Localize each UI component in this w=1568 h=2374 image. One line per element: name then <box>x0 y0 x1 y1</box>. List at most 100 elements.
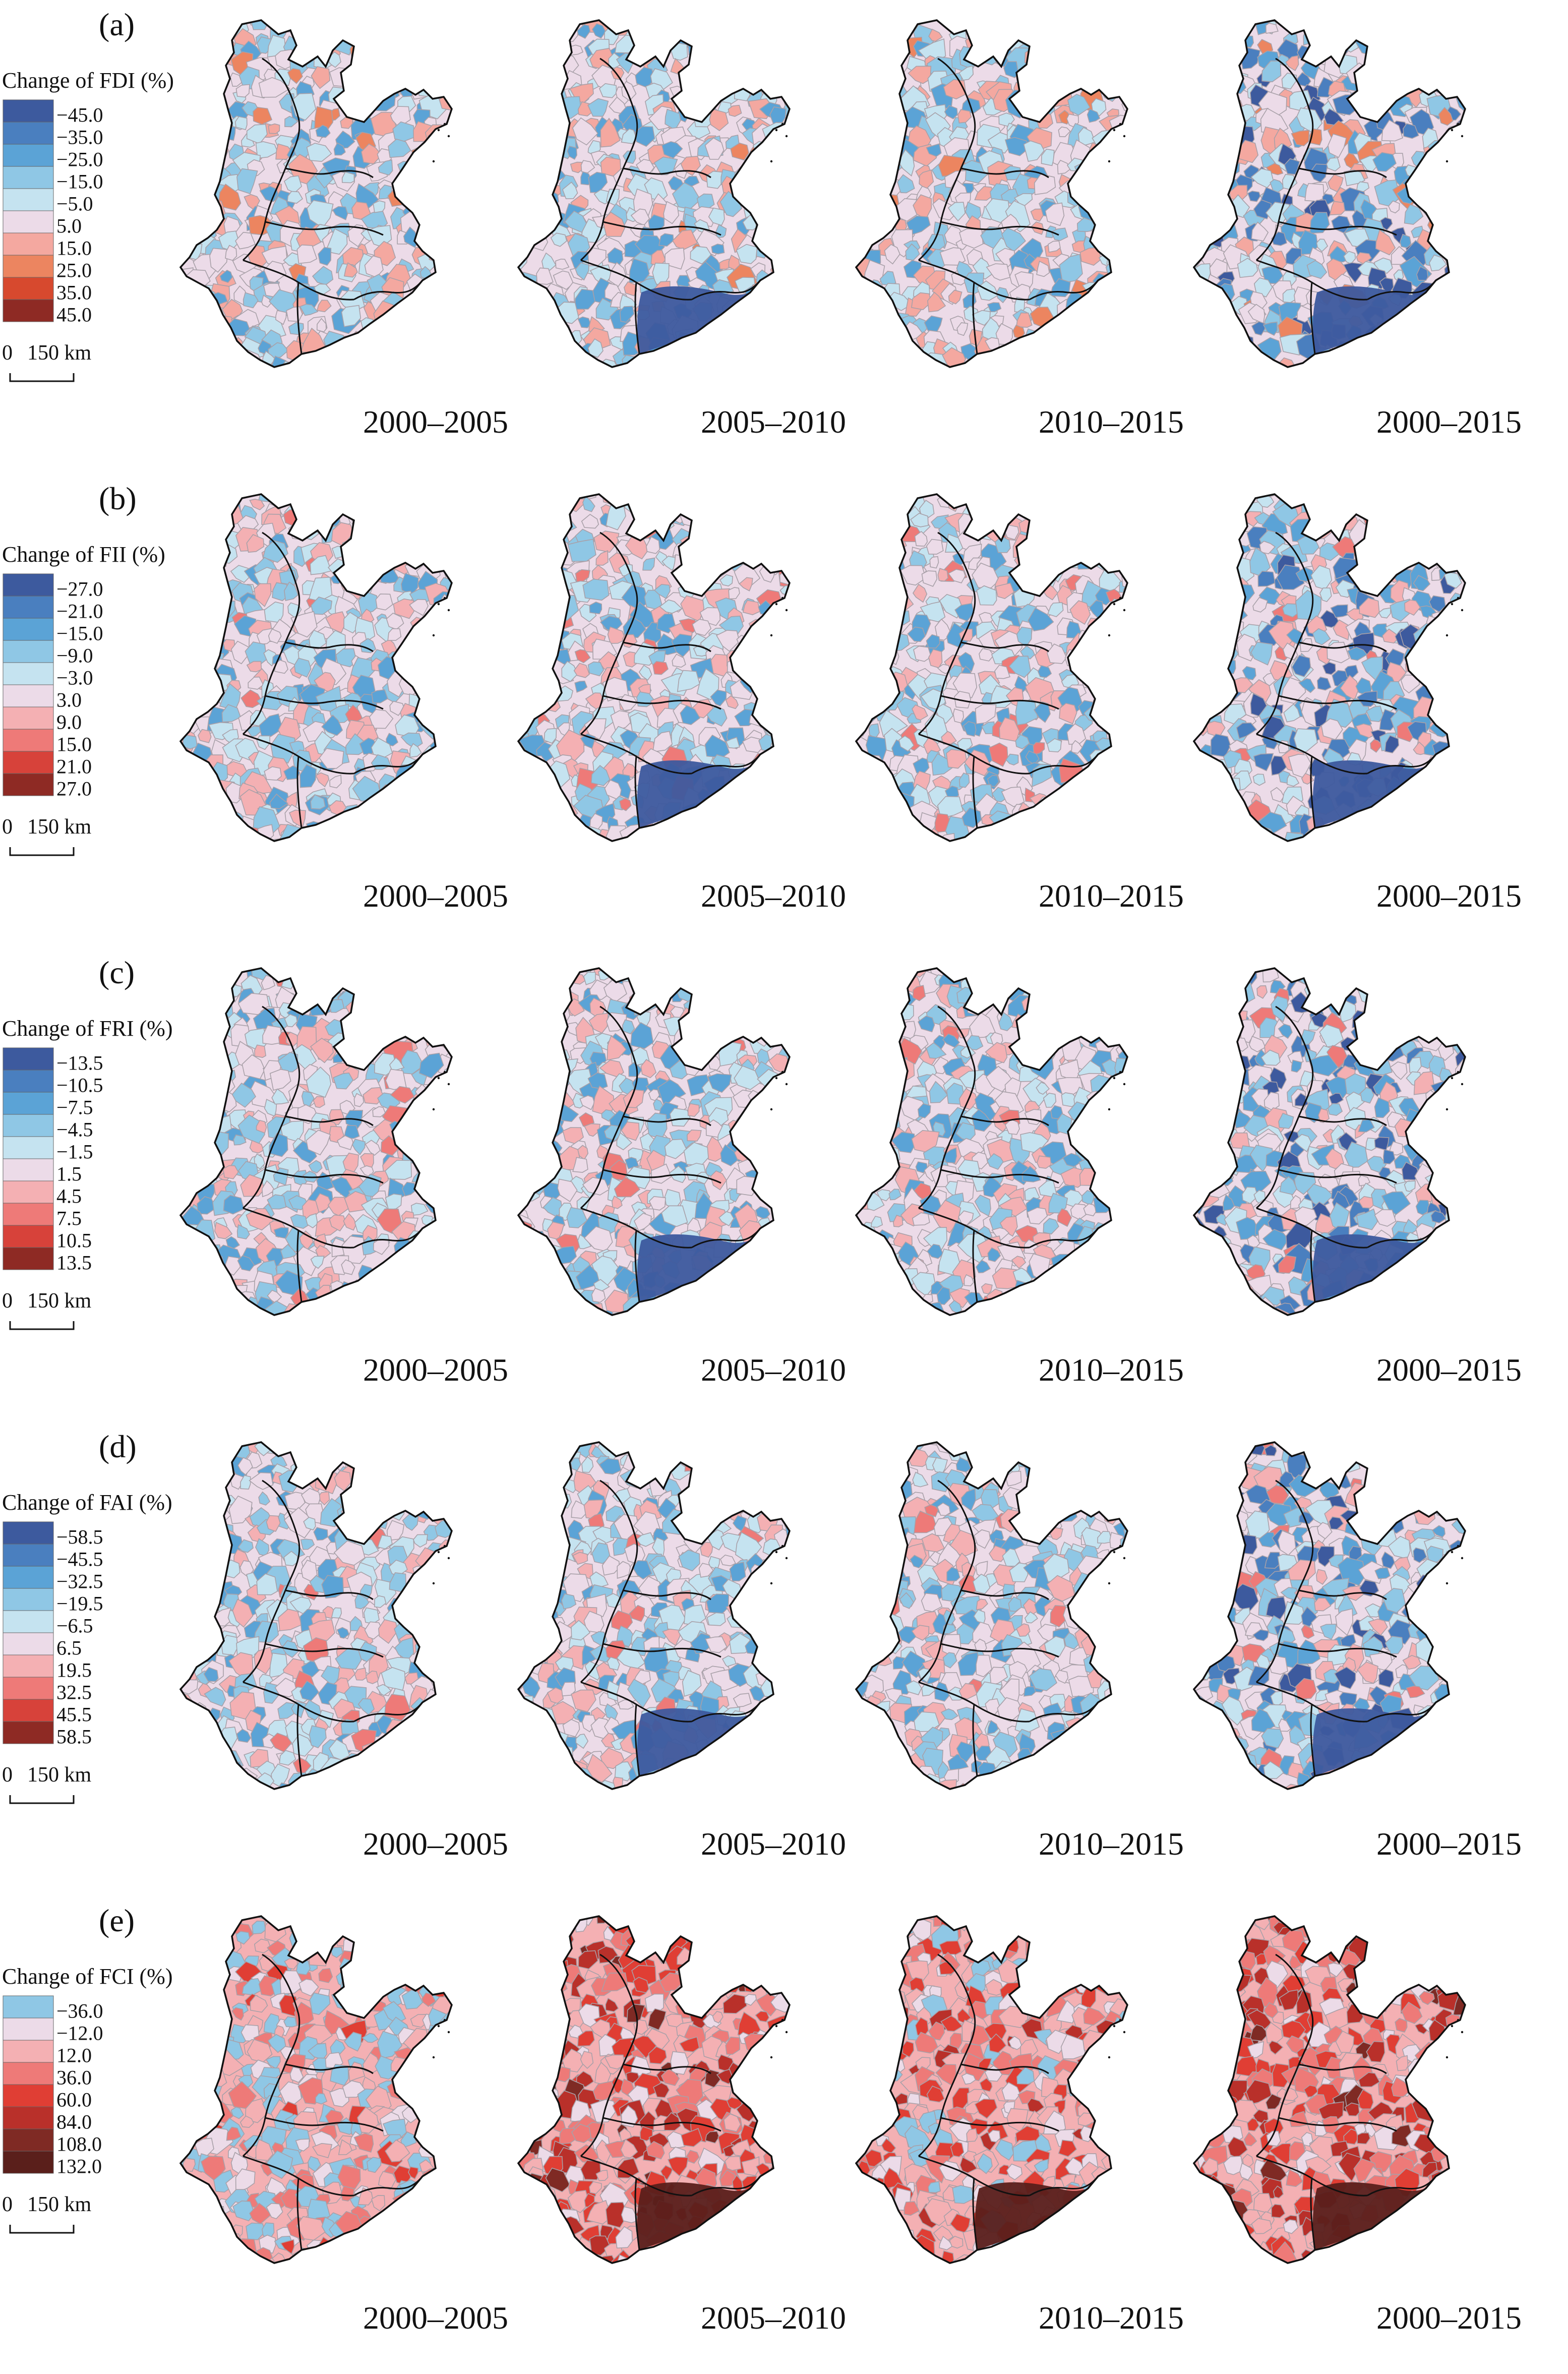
county-polygon <box>1442 665 1463 683</box>
county-polygon <box>1148 673 1160 689</box>
county-polygon <box>475 862 492 867</box>
county-polygon <box>683 20 702 21</box>
county-polygon <box>291 484 303 491</box>
province-boundary <box>1029 280 1099 301</box>
county-polygon <box>520 132 547 158</box>
county-polygon <box>762 20 790 24</box>
county-polygon <box>1509 47 1529 63</box>
county-polygon <box>542 832 563 841</box>
county-polygon <box>708 56 735 75</box>
county-polygon <box>1447 150 1465 171</box>
county-polygon <box>1199 80 1224 102</box>
county-polygon <box>1046 862 1066 867</box>
county-polygon <box>665 864 680 867</box>
county-polygon <box>521 294 535 314</box>
county-polygon <box>519 854 546 867</box>
county-polygon <box>268 628 282 644</box>
county-polygon <box>558 388 584 393</box>
county-polygon <box>180 590 182 605</box>
county-polygon <box>1019 374 1032 388</box>
county-polygon <box>1142 302 1164 319</box>
county-polygon <box>1525 545 1533 562</box>
county-polygon <box>1305 20 1318 28</box>
county-polygon <box>772 293 788 307</box>
county-polygon <box>535 826 564 841</box>
county-polygon <box>1455 75 1465 95</box>
county-polygon <box>1194 348 1202 361</box>
county-polygon <box>471 351 484 363</box>
county-polygon <box>856 20 869 35</box>
county-polygon <box>311 66 331 89</box>
county-polygon <box>1409 507 1422 521</box>
county-polygon <box>1132 146 1150 165</box>
county-polygon <box>811 392 834 393</box>
island-dot <box>1113 129 1116 132</box>
county-polygon <box>1491 673 1512 692</box>
county-polygon <box>182 516 203 533</box>
county-polygon <box>1124 658 1127 673</box>
county-polygon <box>866 548 883 567</box>
county-polygon <box>1419 319 1437 337</box>
county-polygon <box>481 832 494 843</box>
county-polygon <box>1498 146 1509 161</box>
county-polygon <box>354 56 370 68</box>
county-polygon <box>1512 699 1533 724</box>
county-polygon <box>1018 347 1043 367</box>
county-polygon <box>1474 286 1490 300</box>
county-polygon <box>598 83 617 98</box>
county-polygon <box>661 141 683 159</box>
county-polygon <box>492 644 504 655</box>
county-polygon <box>1194 682 1210 696</box>
county-polygon <box>439 757 452 789</box>
county-polygon <box>708 207 725 226</box>
county-polygon <box>531 688 552 707</box>
county-polygon <box>633 386 644 393</box>
county-polygon <box>781 629 790 649</box>
county-polygon <box>856 494 870 506</box>
legend-label: −45.0 <box>56 103 103 127</box>
county-polygon <box>1016 312 1033 328</box>
county-polygon <box>1004 137 1030 156</box>
county-polygon <box>809 627 830 652</box>
county-polygon <box>707 500 734 527</box>
county-polygon <box>856 60 872 88</box>
legend-label: 15.0 <box>56 236 92 260</box>
county-polygon <box>1211 624 1232 647</box>
county-polygon <box>448 494 452 507</box>
county-polygon <box>202 161 222 184</box>
county-polygon <box>442 125 452 150</box>
county-polygon <box>798 357 812 370</box>
county-polygon <box>808 60 831 82</box>
county-cluster <box>637 746 773 828</box>
county-polygon <box>199 610 220 632</box>
island-dot <box>1461 135 1464 138</box>
county-polygon <box>1525 290 1533 305</box>
county-polygon <box>318 822 344 841</box>
county-polygon <box>876 522 897 542</box>
county-polygon <box>865 357 879 367</box>
county-polygon <box>180 209 185 224</box>
county-polygon <box>645 536 660 554</box>
county-polygon <box>1216 115 1231 133</box>
county-polygon <box>418 313 438 332</box>
county-polygon <box>813 487 832 509</box>
county-polygon <box>484 25 502 41</box>
county-polygon <box>690 494 705 504</box>
county-polygon <box>1499 638 1514 655</box>
county-polygon <box>180 313 194 333</box>
county-polygon <box>1134 366 1157 392</box>
county-polygon <box>392 48 409 75</box>
county-polygon <box>1491 167 1506 178</box>
county-polygon <box>1502 325 1526 348</box>
county-polygon <box>1453 32 1465 62</box>
county-polygon <box>856 161 868 177</box>
county-polygon <box>746 647 760 664</box>
county-polygon <box>1031 368 1055 394</box>
county-polygon <box>275 379 292 393</box>
county-polygon <box>180 692 183 712</box>
county-polygon <box>473 600 497 622</box>
county-polygon <box>1017 74 1037 94</box>
county-polygon <box>1047 67 1071 91</box>
county-polygon <box>816 372 830 383</box>
county-polygon <box>423 664 443 681</box>
